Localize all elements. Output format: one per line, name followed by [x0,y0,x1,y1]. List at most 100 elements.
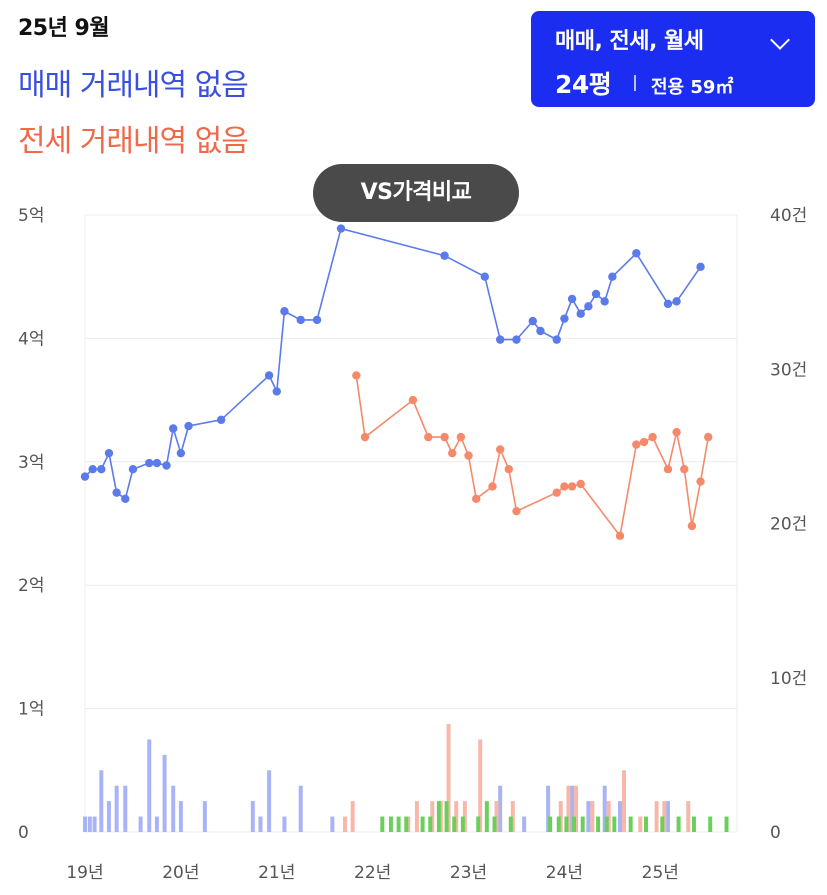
vs-compare-button[interactable]: VS가격비교 [313,164,519,222]
sale-price-point [280,307,289,316]
y-left-tick-label: 3억 [18,453,44,473]
jeonse-volume-bar [414,801,419,832]
y-left-tick-label: 2억 [18,576,44,596]
monthly-volume-bar [428,816,433,832]
monthly-volume-bar [643,816,648,832]
monthly-volume-bar [404,816,409,832]
jeonse-volume-bar [478,739,483,832]
sale-price-point [128,465,138,474]
jeonse-volume-bar [566,785,571,832]
jeonse-price-point [615,531,625,541]
sale-volume-bar [171,785,176,832]
y-right-tick-label: 0 [770,823,781,843]
sale-volume-bar [114,785,119,832]
monthly-volume-bar [484,801,489,832]
sale-volume-bar [162,754,167,832]
jeonse-price-point [440,432,449,442]
jeonse-price-point [512,506,521,516]
monthly-volume-bar [388,816,393,832]
sale-volume-bar [154,816,159,832]
sale-price-point [216,415,226,425]
sale-price-point [584,302,593,311]
sale-volume-bar [665,801,670,832]
y-right-tick-label: 10건 [770,669,807,689]
sale-price-point [145,458,154,468]
sale-volume-bar [123,785,128,832]
monthly-volume-bar [691,816,696,832]
sale-volume-bar [250,801,255,832]
jeonse-price-point [687,521,697,531]
monthly-volume-bar [604,816,609,832]
sale-price-point [696,262,705,272]
trade-filter-dropdown[interactable]: 매매, 전세, 월세 24평 전용 59㎡ [531,11,815,107]
jeonse-price-point [639,437,649,447]
sale-volume-bar [618,801,623,832]
sale-price-point [104,448,114,458]
sale-price-point [591,289,601,299]
jeonse-price-point [663,465,673,474]
sale-price-point [176,448,186,458]
jeonse-price-point [456,432,466,442]
sale-volume-bar [147,739,152,832]
jeonse-price-point [672,427,681,437]
x-tick-label: 19년 [66,863,103,883]
monthly-volume-bar [436,801,441,832]
sale-price-point [536,326,545,336]
jeonse-volume-bar [638,816,643,832]
sale-price-point [480,272,490,281]
sale-volume-bar [99,770,104,832]
sale-price-point [264,371,274,380]
sale-volume-bar [92,816,97,832]
sale-price-point [184,421,193,431]
sale-status-text: 매매 거래내역 없음 [18,68,249,103]
sale-volume-bar [267,770,272,832]
sale-price-point [560,314,569,323]
size-label: 24평 [555,70,612,99]
x-tick-label: 22년 [354,863,391,883]
y-left-tick-label: 5억 [18,206,44,226]
monthly-volume-bar [612,816,617,832]
sale-price-point [440,251,449,260]
sale-price-point [169,424,178,433]
sale-price-point [608,272,617,281]
jeonse-price-point [424,432,433,442]
jeonse-volume-bar [574,785,579,832]
jeonse-price-point [448,448,457,458]
x-tick-label: 24년 [546,863,583,883]
sale-volume-bar [138,816,143,832]
monthly-volume-bar [596,816,601,832]
jeonse-price-point [360,432,370,442]
monthly-volume-bar [660,816,665,832]
period-label: 25년 9월 [18,16,110,41]
sale-price-point [97,465,106,474]
sale-price-point [88,465,97,474]
sale-price-point [632,249,641,258]
sale-price-point [162,461,171,470]
jeonse-price-point [704,432,713,442]
jeonse-volume-bar [350,801,355,832]
sale-price-point [495,335,505,344]
jeonse-price-point [464,451,473,460]
x-tick-label: 25년 [642,863,679,883]
jeonse-status-text: 전세 거래내역 없음 [18,124,249,159]
monthly-volume-bar [452,816,457,832]
monthly-volume-bar [572,816,577,832]
sale-price-point [112,488,121,497]
sale-price-point [576,309,585,318]
y-right-tick-label: 40건 [770,206,807,226]
jeonse-volume-bar [654,801,659,832]
sale-price-point [672,297,681,306]
sale-volume-bar [282,816,287,832]
sale-price-line [84,227,702,501]
monthly-volume-bar [724,816,729,832]
monthly-volume-bar [708,816,713,832]
jeonse-volume-bar [446,724,451,832]
sale-volume-bar [298,785,303,832]
sale-price-point [80,472,90,481]
monthly-volume-bar [460,816,465,832]
jeonse-volume-bar [590,801,595,832]
monthly-volume-bar [380,816,385,832]
monthly-volume-bar [628,816,633,832]
y-left-tick-label: 1억 [18,700,44,720]
monthly-volume-bar [676,816,681,832]
